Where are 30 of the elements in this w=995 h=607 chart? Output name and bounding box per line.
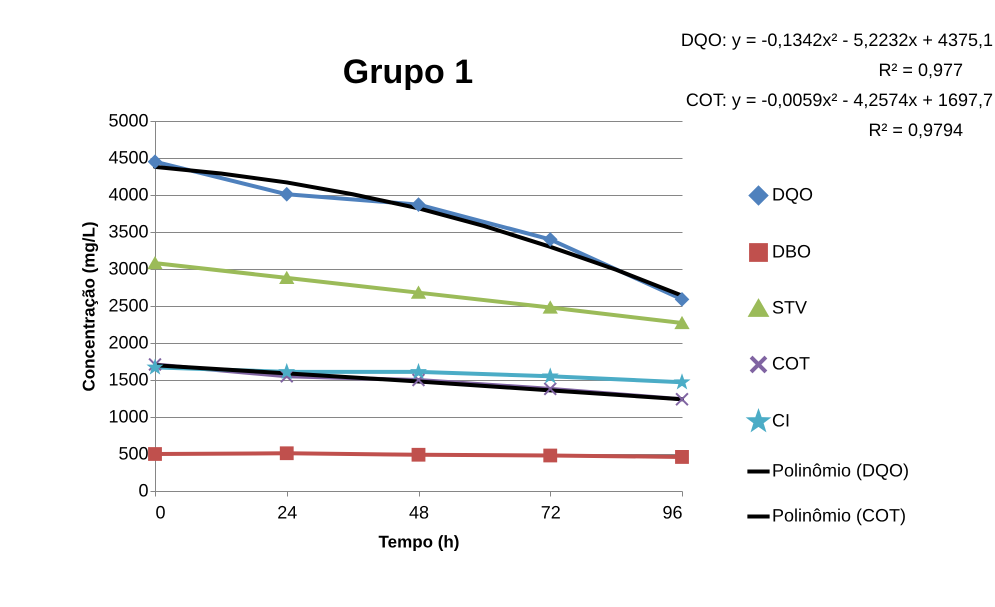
y-axis-title: Concentração (mg/L) — [79, 221, 98, 392]
y-tick-label: 5000 — [108, 110, 148, 130]
y-tick-label: 2000 — [108, 332, 148, 352]
x-tick-label: 0 — [156, 502, 166, 522]
y-tick-label: 4000 — [108, 184, 148, 204]
x-tick-label: 48 — [408, 502, 430, 522]
y-tick-label: 2500 — [108, 296, 148, 316]
y-tick-label: 500 — [118, 444, 148, 464]
text: DQO: y = -0,1342x² - 5,2232x + 4375,1 — [680, 30, 993, 50]
x-axis-title: Tempo (h) — [378, 532, 460, 552]
legend-label: CI — [772, 410, 790, 430]
legend-label: DQO — [772, 184, 814, 204]
chart-title: Grupo 1 — [342, 53, 474, 91]
x-tick-label: 24 — [277, 502, 298, 522]
legend-label: COT — [772, 354, 810, 374]
y-tick-label: 3500 — [108, 222, 148, 242]
y-tick-label: 4500 — [108, 148, 148, 168]
legend-label: STV — [772, 298, 808, 318]
x-tick-label: 96 — [662, 502, 682, 522]
legend-label: DBO — [772, 242, 812, 262]
legend-label: Polinômio (COT) — [772, 506, 906, 526]
text: COT: y = -0,0059x² - 4,2574x + 1697,7 — [686, 90, 993, 110]
x-tick-label: 72 — [540, 502, 561, 522]
y-tick-label: 0 — [138, 480, 148, 500]
y-tick-label: 1500 — [108, 370, 148, 390]
legend-label: Polinômio (DQO) — [772, 460, 910, 480]
y-tick-label: 1000 — [108, 406, 148, 426]
text: R² = 0,977 — [878, 60, 963, 80]
y-tick-label: 3000 — [108, 258, 148, 278]
text: R² = 0,9794 — [868, 120, 963, 140]
